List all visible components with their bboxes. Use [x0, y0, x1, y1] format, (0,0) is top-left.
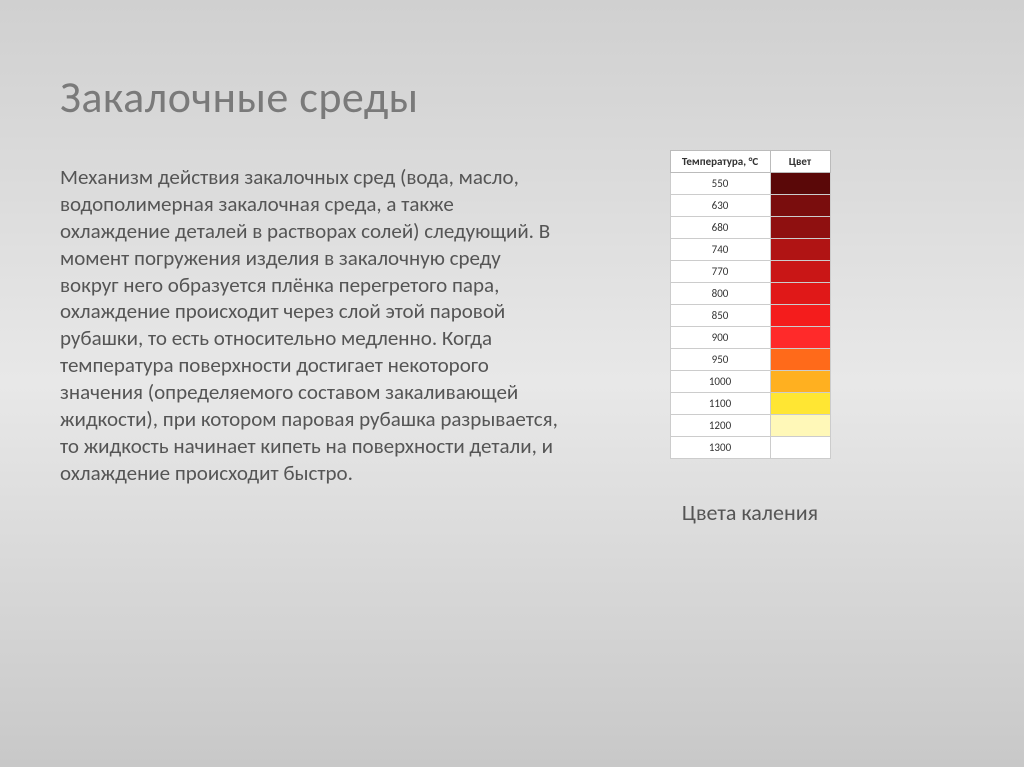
table-header-color: Цвет	[770, 151, 830, 173]
color-swatch-cell	[770, 393, 830, 415]
table-row: 900	[670, 327, 830, 349]
table-row: 850	[670, 305, 830, 327]
color-swatch-cell	[770, 173, 830, 195]
temperature-cell: 770	[670, 261, 770, 283]
table-row: 740	[670, 239, 830, 261]
table-row: 1200	[670, 415, 830, 437]
temperature-cell: 740	[670, 239, 770, 261]
color-swatch-cell	[770, 437, 830, 459]
left-column: Закалочные среды Механизм действия закал…	[60, 70, 560, 526]
color-swatch-cell	[770, 283, 830, 305]
table-row: 950	[670, 349, 830, 371]
color-swatch-cell	[770, 239, 830, 261]
color-swatch-cell	[770, 195, 830, 217]
right-column: Температура, °С Цвет 5506306807407708008…	[610, 150, 890, 526]
temperature-cell: 1100	[670, 393, 770, 415]
table-row: 630	[670, 195, 830, 217]
temperature-cell: 850	[670, 305, 770, 327]
color-swatch-cell	[770, 415, 830, 437]
table-row: 800	[670, 283, 830, 305]
temperature-cell: 1200	[670, 415, 770, 437]
slide-container: Закалочные среды Механизм действия закал…	[0, 0, 1024, 566]
temperature-cell: 1300	[670, 437, 770, 459]
color-swatch-cell	[770, 349, 830, 371]
temperature-cell: 550	[670, 173, 770, 195]
temperature-cell: 630	[670, 195, 770, 217]
color-swatch-cell	[770, 217, 830, 239]
color-swatch-cell	[770, 327, 830, 349]
slide-title: Закалочные среды	[60, 70, 560, 124]
table-row: 770	[670, 261, 830, 283]
table-row: 1300	[670, 437, 830, 459]
color-swatch-cell	[770, 261, 830, 283]
temperature-cell: 950	[670, 349, 770, 371]
color-swatch-cell	[770, 371, 830, 393]
table-caption: Цвета каления	[682, 499, 818, 526]
table-header-temperature: Температура, °С	[670, 151, 770, 173]
table-row: 1100	[670, 393, 830, 415]
temperature-cell: 680	[670, 217, 770, 239]
table-body: 5506306807407708008509009501000110012001…	[670, 173, 830, 459]
incandescence-color-table: Температура, °С Цвет 5506306807407708008…	[670, 150, 831, 459]
temperature-cell: 800	[670, 283, 770, 305]
temperature-cell: 900	[670, 327, 770, 349]
color-swatch-cell	[770, 305, 830, 327]
table-row: 550	[670, 173, 830, 195]
table-row: 1000	[670, 371, 830, 393]
body-paragraph: Механизм действия закалочных сред (вода,…	[60, 164, 560, 487]
table-row: 680	[670, 217, 830, 239]
temperature-cell: 1000	[670, 371, 770, 393]
